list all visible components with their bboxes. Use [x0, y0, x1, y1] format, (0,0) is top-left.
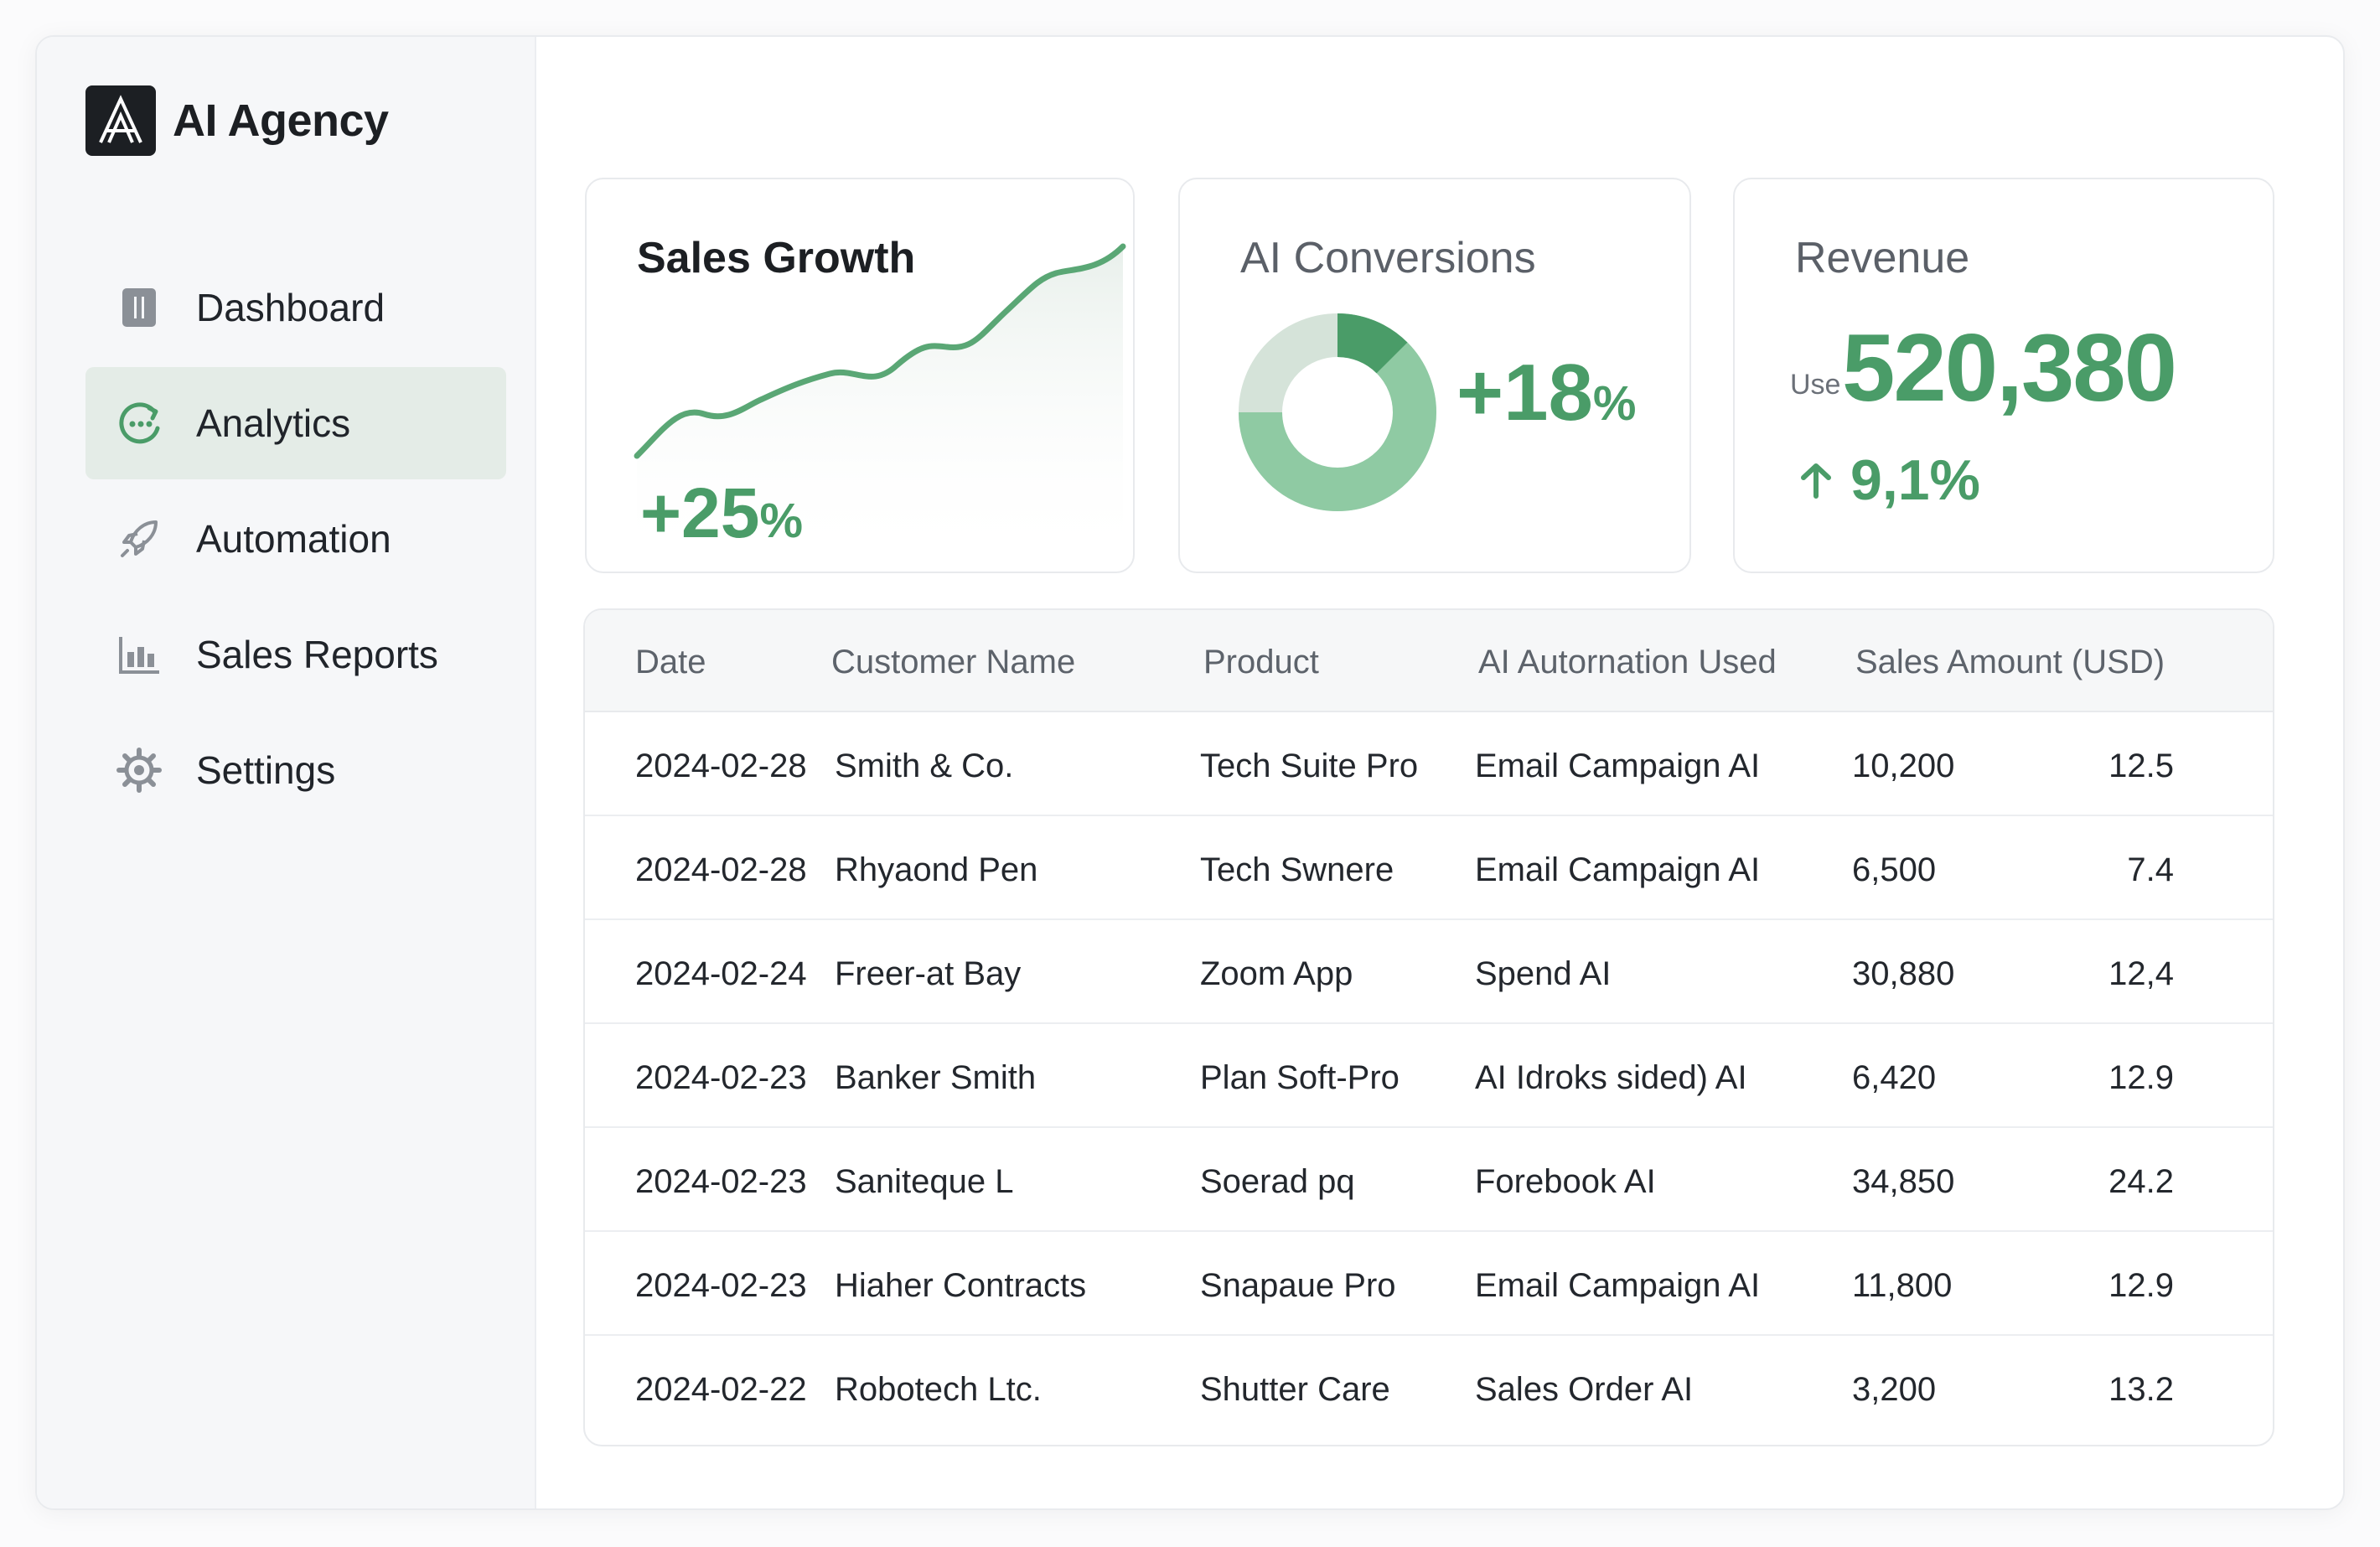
cell-customer: Robotech Ltc.: [835, 1371, 1042, 1408]
revenue-card[interactable]: Revenue Use 520,380 9,1%: [1733, 178, 2274, 573]
sales-growth-value: +25%: [640, 473, 804, 552]
cell-extra: 13.2: [2108, 1371, 2174, 1408]
cell-date: 2024-02-23: [635, 1059, 807, 1096]
revenue-value: 520,380: [1842, 315, 2177, 422]
cell-product: Plan Soft-Pro: [1200, 1059, 1400, 1096]
table-row[interactable]: 2024-02-23 Saniteque L Soerad pq Foreboo…: [585, 1128, 2273, 1232]
cell-customer: Freer-at Bay: [835, 955, 1022, 992]
cell-amount: 30,880: [1852, 955, 1955, 992]
app-window: AI Agency Dashboard: [35, 35, 2345, 1510]
cell-extra: 12.9: [2108, 1267, 2174, 1304]
cell-customer: Smith & Co.: [835, 748, 1014, 784]
a-logo-icon: [85, 85, 156, 156]
cell-date: 2024-02-28: [635, 851, 807, 888]
cell-product: Tech Suite Pro: [1200, 748, 1419, 784]
table-row[interactable]: 2024-02-24 Freer-at Bay Zoom App Spend A…: [585, 920, 2273, 1024]
bar-chart-icon: [116, 631, 163, 678]
cell-extra: 24.2: [2108, 1163, 2174, 1200]
column-header-product[interactable]: Product: [1203, 644, 1319, 680]
cell-product: Soerad pq: [1200, 1163, 1355, 1200]
cell-product: Zoom App: [1200, 955, 1353, 992]
cell-amount: 10,200: [1852, 748, 1955, 784]
cell-amount: 34,850: [1852, 1163, 1955, 1200]
arrow-up-icon: [1801, 463, 1831, 499]
table-row[interactable]: 2024-02-23 Hiaher Contracts Snapaue Pro …: [585, 1232, 2273, 1336]
ai-conversions-value: +18%: [1456, 348, 1637, 437]
cell-date: 2024-02-23: [635, 1163, 807, 1200]
sidebar-item-label: Dashboard: [196, 286, 385, 329]
brand[interactable]: AI Agency: [85, 85, 389, 156]
sidebar-item-label: Analytics: [196, 401, 351, 445]
card-title: Revenue: [1795, 234, 1970, 282]
ai-conversions-card[interactable]: AI Conversions +18%: [1178, 178, 1691, 573]
table-row[interactable]: 2024-02-23 Banker Smith Plan Soft-Pro AI…: [585, 1024, 2273, 1128]
cell-date: 2024-02-22: [635, 1371, 807, 1408]
column-header-customer[interactable]: Customer Name: [831, 644, 1076, 680]
cell-date: 2024-02-28: [635, 748, 807, 784]
sidebar-item-settings[interactable]: Settings: [85, 714, 506, 826]
sidebar-item-label: Automation: [196, 517, 391, 561]
conversions-donut-chart: [1239, 313, 1436, 511]
cell-ai: Forebook AI: [1475, 1163, 1656, 1200]
cell-customer: Banker Smith: [835, 1059, 1037, 1096]
cell-amount: 6,500: [1852, 851, 1937, 888]
analytics-icon: [116, 400, 163, 447]
sales-table: Date Customer Name Product AI Autornatio…: [583, 608, 2274, 1446]
sales-growth-sparkline: [634, 243, 1126, 565]
cell-product: Shutter Care: [1200, 1371, 1390, 1408]
cell-ai: Email Campaign AI: [1475, 748, 1761, 784]
sidebar-item-dashboard[interactable]: Dashboard: [85, 251, 506, 364]
cell-date: 2024-02-23: [635, 1267, 807, 1304]
cell-ai: Email Campaign AI: [1475, 851, 1761, 888]
cell-date: 2024-02-24: [635, 955, 807, 992]
cell-extra: 7.4: [2127, 851, 2174, 888]
cell-amount: 3,200: [1852, 1371, 1937, 1408]
sidebar-item-sales-reports[interactable]: Sales Reports: [85, 598, 506, 711]
table-row[interactable]: 2024-02-28 Smith & Co. Tech Suite Pro Em…: [585, 712, 2273, 816]
column-header-sales-amount[interactable]: Sales Amount (USD): [1855, 644, 2165, 680]
gear-icon: [116, 747, 163, 794]
column-header-ai-automation[interactable]: AI Autornation Used: [1478, 644, 1777, 680]
cell-extra: 12.9: [2108, 1059, 2174, 1096]
brand-name: AI Agency: [173, 96, 389, 146]
cell-ai: Sales Order AI: [1475, 1371, 1694, 1408]
sidebar-item-label: Settings: [196, 748, 336, 792]
dashboard-icon: [116, 284, 163, 331]
card-title: Sales Growth: [637, 234, 916, 282]
card-title: AI Conversions: [1240, 234, 1536, 282]
revenue-change: 9,1%: [1795, 448, 1980, 513]
revenue-prefix: Use: [1790, 369, 1841, 401]
cell-customer: Rhyaond Pen: [835, 851, 1038, 888]
cell-extra: 12.5: [2108, 748, 2174, 784]
rocket-icon: [116, 515, 163, 562]
sidebar-item-analytics[interactable]: Analytics: [85, 367, 506, 479]
cell-customer: Saniteque L: [835, 1163, 1014, 1200]
table-header: Date Customer Name Product AI Autornatio…: [585, 610, 2273, 712]
column-header-date[interactable]: Date: [635, 644, 706, 680]
cell-ai: Spend AI: [1475, 955, 1612, 992]
cell-product: Snapaue Pro: [1200, 1267, 1396, 1304]
cell-amount: 11,800: [1852, 1267, 1953, 1304]
sidebar-nav: Dashboard Analytics: [85, 251, 506, 830]
table-row[interactable]: 2024-02-22 Robotech Ltc. Shutter Care Sa…: [585, 1336, 2273, 1440]
cell-product: Tech Swnere: [1200, 851, 1394, 888]
sidebar-item-label: Sales Reports: [196, 633, 438, 676]
cell-ai: Email Campaign AI: [1475, 1267, 1761, 1304]
sidebar: AI Agency Dashboard: [37, 37, 536, 1508]
sales-growth-card[interactable]: Sales Growth +25%: [585, 178, 1135, 573]
cell-ai: AI Idroks sided) AI: [1475, 1059, 1747, 1096]
cell-customer: Hiaher Contracts: [835, 1267, 1087, 1304]
cell-extra: 12,4: [2108, 955, 2174, 992]
table-row[interactable]: 2024-02-28 Rhyaond Pen Tech Swnere Email…: [585, 816, 2273, 920]
cell-amount: 6,420: [1852, 1059, 1937, 1096]
sidebar-item-automation[interactable]: Automation: [85, 483, 506, 595]
